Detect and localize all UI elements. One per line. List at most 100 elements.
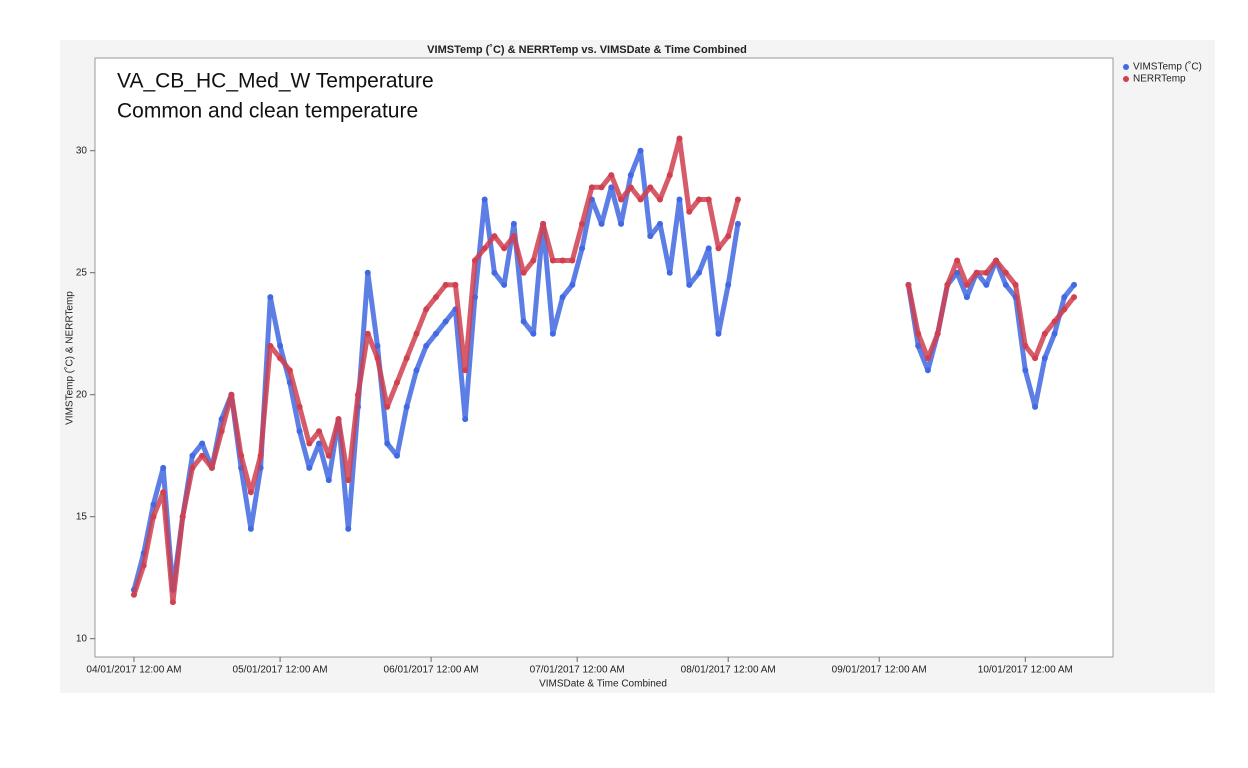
point: [915, 330, 922, 337]
point: [501, 245, 508, 252]
point: [345, 525, 352, 532]
point: [374, 342, 381, 349]
point: [267, 342, 274, 349]
point: [160, 464, 167, 471]
point: [1012, 281, 1019, 288]
point: [924, 355, 931, 362]
point: [1041, 355, 1048, 362]
point: [676, 135, 683, 142]
point: [316, 428, 323, 435]
point: [462, 367, 469, 374]
point: [393, 379, 400, 386]
x-tick-label: 09/01/2017 12:00 AM: [832, 665, 927, 676]
legend-marker: [1123, 64, 1129, 70]
point: [618, 196, 625, 203]
point: [1041, 330, 1048, 337]
point: [335, 416, 342, 423]
point: [983, 281, 990, 288]
point: [963, 281, 970, 288]
point: [179, 513, 186, 520]
annotation: VA_CB_HC_Med_W Temperature: [117, 70, 434, 93]
point: [520, 269, 527, 276]
point: [1022, 367, 1029, 374]
point: [666, 269, 673, 276]
point: [130, 591, 137, 598]
point: [413, 367, 420, 374]
point: [393, 452, 400, 459]
point: [579, 245, 586, 252]
point: [725, 233, 732, 240]
point: [374, 355, 381, 362]
point: [218, 428, 225, 435]
point: [189, 464, 196, 471]
point: [725, 281, 732, 288]
point: [277, 342, 284, 349]
point: [569, 257, 576, 264]
point: [491, 233, 498, 240]
point: [432, 330, 439, 337]
x-axis-label: VIMSDate & Time Combined: [539, 679, 667, 690]
point: [316, 440, 323, 447]
point: [306, 440, 313, 447]
point: [1022, 342, 1029, 349]
point: [1071, 294, 1078, 301]
point: [983, 269, 990, 276]
point: [520, 318, 527, 325]
point: [364, 269, 371, 276]
point: [954, 269, 961, 276]
point: [608, 172, 615, 179]
point: [637, 147, 644, 154]
y-tick-label: 10: [76, 633, 88, 644]
point: [657, 196, 664, 203]
annotation: Common and clean temperature: [117, 100, 418, 123]
point: [559, 294, 566, 301]
point: [267, 294, 274, 301]
x-tick-label: 07/01/2017 12:00 AM: [530, 665, 625, 676]
point: [905, 281, 912, 288]
point: [627, 172, 634, 179]
point: [364, 330, 371, 337]
point: [1002, 281, 1009, 288]
point: [598, 184, 605, 191]
point: [1051, 330, 1058, 337]
plot-area: [94, 57, 1114, 658]
point: [734, 220, 741, 227]
point: [637, 196, 644, 203]
legend-label: NERRTemp: [1133, 74, 1186, 85]
point: [296, 403, 303, 410]
point: [277, 355, 284, 362]
point: [686, 208, 693, 215]
point: [540, 220, 547, 227]
point: [608, 184, 615, 191]
point: [618, 220, 625, 227]
point: [695, 196, 702, 203]
point: [501, 281, 508, 288]
point: [481, 245, 488, 252]
point: [510, 233, 517, 240]
point: [549, 330, 556, 337]
point: [306, 464, 313, 471]
point: [598, 220, 605, 227]
y-tick-label: 30: [76, 145, 88, 156]
point: [715, 330, 722, 337]
chart-title: VIMSTemp (˚C) & NERRTemp vs. VIMSDate & …: [427, 44, 747, 56]
point: [530, 330, 537, 337]
point: [647, 184, 654, 191]
x-tick-label: 05/01/2017 12:00 AM: [233, 665, 328, 676]
point: [462, 416, 469, 423]
point: [413, 330, 420, 337]
point: [530, 257, 537, 264]
point: [442, 281, 449, 288]
point: [238, 452, 245, 459]
point: [228, 391, 235, 398]
point: [140, 562, 147, 569]
point: [296, 428, 303, 435]
point: [199, 452, 206, 459]
point: [1061, 294, 1068, 301]
point: [695, 269, 702, 276]
point: [442, 318, 449, 325]
point: [934, 330, 941, 337]
point: [189, 452, 196, 459]
point: [423, 306, 430, 313]
